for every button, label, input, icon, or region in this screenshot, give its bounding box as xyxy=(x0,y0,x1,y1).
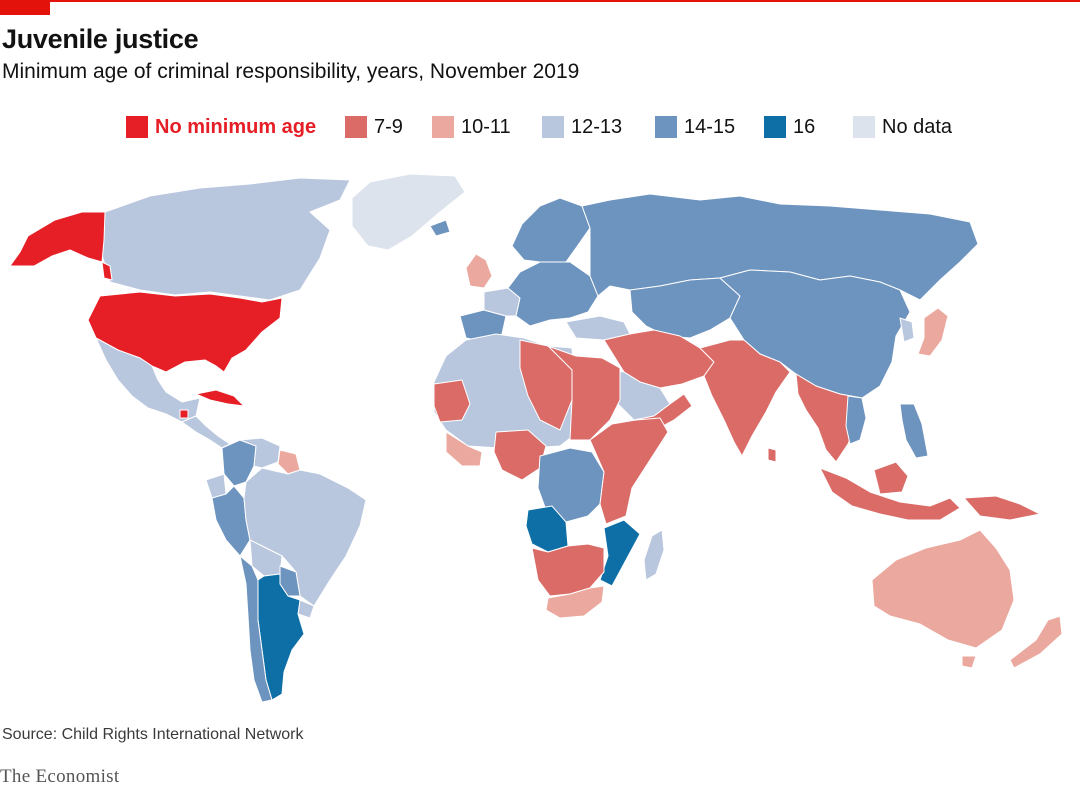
region-canada xyxy=(101,177,351,301)
region-korea xyxy=(899,317,915,343)
region-greenland xyxy=(351,173,466,251)
region-libya-chad xyxy=(519,339,573,431)
region-mauritania-mali xyxy=(433,379,471,423)
region-scandinavia xyxy=(511,197,591,263)
legend-swatch xyxy=(432,116,454,138)
legend-item-no-data: No data xyxy=(853,112,952,142)
region-japan xyxy=(917,307,949,357)
legend-label: 12-13 xyxy=(571,115,623,138)
world-map xyxy=(0,160,1080,720)
region-mozambique xyxy=(599,519,641,587)
region-alaska xyxy=(9,211,106,267)
top-rule xyxy=(0,0,1080,2)
region-sri-lanka xyxy=(767,447,777,463)
legend: No minimum age 7-9 10-11 12-13 14-15 16 … xyxy=(0,112,1080,142)
region-southeast-asia xyxy=(795,373,863,463)
region-new-zealand xyxy=(1009,615,1063,669)
legend-swatch xyxy=(764,116,786,138)
region-south-africa xyxy=(545,585,605,619)
region-australia xyxy=(871,529,1015,649)
legend-label: 7-9 xyxy=(374,115,403,138)
legend-label: No data xyxy=(882,115,953,138)
brand-tag xyxy=(0,0,50,15)
legend-item-7-9: 7-9 xyxy=(345,112,403,142)
region-madagascar xyxy=(643,529,665,581)
region-central-asia xyxy=(629,277,741,339)
legend-item-16: 16 xyxy=(764,112,815,142)
chart-subtitle: Minimum age of criminal responsibility, … xyxy=(2,60,580,83)
region-west-africa xyxy=(493,429,547,481)
legend-item-no-minimum: No minimum age xyxy=(126,112,316,142)
legend-label: 16 xyxy=(793,115,816,138)
region-united-kingdom xyxy=(465,253,493,289)
region-indonesia xyxy=(819,467,961,521)
region-vietnam-cambodia xyxy=(845,395,867,445)
legend-swatch xyxy=(345,116,367,138)
source-note: Source: Child Rights International Netwo… xyxy=(2,726,304,743)
region-india xyxy=(699,339,791,457)
region-papua-new-guinea xyxy=(963,495,1041,521)
region-borneo xyxy=(873,461,909,495)
region-guyana xyxy=(277,449,301,475)
brand-logo: The Economist xyxy=(0,766,120,787)
region-central-america xyxy=(181,415,231,449)
region-central-africa xyxy=(537,447,605,523)
region-iceland xyxy=(429,219,451,237)
region-east-africa xyxy=(589,417,669,525)
region-europe-central xyxy=(507,261,599,327)
region-alaska-panhandle xyxy=(101,261,113,281)
legend-swatch xyxy=(853,116,875,138)
region-southern-africa xyxy=(531,543,605,597)
region-gulf-of-guinea xyxy=(445,431,483,467)
legend-swatch xyxy=(542,116,564,138)
legend-swatch xyxy=(126,116,148,138)
region-tasmania xyxy=(961,655,977,669)
chart-title: Juvenile justice xyxy=(2,24,199,54)
region-chile xyxy=(239,555,273,703)
legend-label: 10-11 xyxy=(461,115,511,138)
legend-label: No minimum age xyxy=(155,115,317,138)
legend-swatch xyxy=(655,116,677,138)
region-mexico xyxy=(95,337,201,423)
legend-item-14-15: 14-15 xyxy=(655,112,735,142)
legend-item-10-11: 10-11 xyxy=(432,112,511,142)
region-cuba xyxy=(195,389,245,407)
world-map-svg xyxy=(9,173,1063,703)
region-caribbean xyxy=(179,409,189,419)
region-philippines xyxy=(899,403,929,459)
region-venezuela xyxy=(239,437,281,469)
legend-item-12-13: 12-13 xyxy=(542,112,622,142)
legend-label: 14-15 xyxy=(684,115,736,138)
